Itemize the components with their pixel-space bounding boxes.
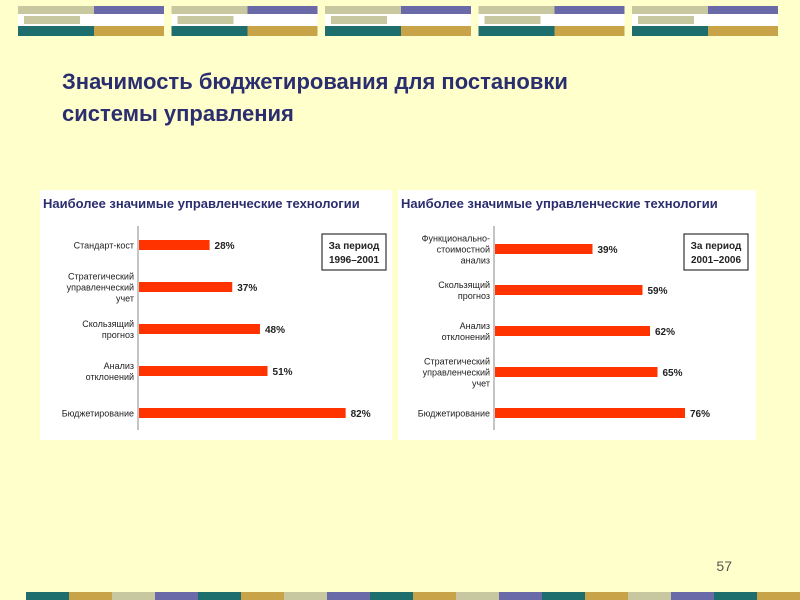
decoration-segment xyxy=(370,592,413,600)
decoration-segment xyxy=(198,592,241,600)
period-box: За период 1996–2001 xyxy=(321,233,387,271)
decoration-tile xyxy=(18,6,164,36)
decoration-tile xyxy=(171,6,318,36)
page-number: 57 xyxy=(716,558,732,574)
decoration-segment xyxy=(456,592,499,600)
decoration-segment xyxy=(155,592,198,600)
period-years: 1996–2001 xyxy=(329,255,379,266)
category-label: Скользящий прогноз xyxy=(438,280,490,301)
period-label: За период xyxy=(329,241,380,252)
bar-chart-1996-2001: За период 1996–2001 Стандарт-кост 28% Страте… xyxy=(62,226,387,430)
decoration-segment xyxy=(284,592,327,600)
category-label: Стратегический управленческий учет xyxy=(67,272,134,304)
bar xyxy=(495,244,593,254)
value-label: 62% xyxy=(655,327,675,338)
decoration-tile xyxy=(478,6,625,36)
category-label: Функционально-стоимостной анализ xyxy=(422,234,490,266)
bar xyxy=(495,408,685,418)
decoration-segment xyxy=(327,592,370,600)
bar xyxy=(139,282,233,292)
chart-panel-1996-2001: Наиболее значимые управленческие техноло… xyxy=(40,190,392,440)
title-line-2: системы управления xyxy=(62,101,294,126)
decoration-segment xyxy=(671,592,714,600)
bottom-decoration-strip xyxy=(26,592,800,600)
chart-heading: Наиболее значимые управленческие техноло… xyxy=(43,196,360,211)
decoration-segment xyxy=(112,592,155,600)
category-label: Бюджетирование xyxy=(62,409,134,419)
slide-title: Значимость бюджетирования для постановки… xyxy=(62,66,702,130)
period-years: 2001–2006 xyxy=(691,255,741,266)
value-label: 51% xyxy=(273,367,293,378)
bar xyxy=(495,326,650,336)
decoration-segment xyxy=(714,592,757,600)
bar xyxy=(139,240,210,250)
value-label: 37% xyxy=(237,283,257,294)
decoration-segment xyxy=(499,592,542,600)
decoration-segment xyxy=(628,592,671,600)
title-line-1: Значимость бюджетирования для постановки xyxy=(62,69,568,94)
decoration-segment xyxy=(585,592,628,600)
top-decoration-strip xyxy=(18,6,778,36)
category-label: Стратегический управленческий учет xyxy=(423,357,490,389)
period-label: За период xyxy=(691,241,742,252)
bar xyxy=(495,285,643,295)
value-label: 82% xyxy=(351,409,371,420)
bar-chart-2001-2006: За период 2001–2006 Функционально-стоимост… xyxy=(418,226,749,430)
bar xyxy=(139,366,268,376)
period-box: За период 2001–2006 xyxy=(683,233,749,271)
value-label: 59% xyxy=(648,286,668,297)
category-label: Стандарт-кост xyxy=(74,241,134,251)
category-label: Бюджетирование xyxy=(418,409,490,419)
decoration-tile xyxy=(632,6,778,36)
category-label: Скользящий прогноз xyxy=(82,319,134,340)
bar xyxy=(139,408,346,418)
value-label: 28% xyxy=(215,241,235,252)
value-label: 76% xyxy=(690,409,710,420)
decoration-segment xyxy=(542,592,585,600)
decoration-segment xyxy=(413,592,456,600)
bar xyxy=(495,367,658,377)
value-label: 65% xyxy=(663,368,683,379)
bar xyxy=(139,324,260,334)
value-label: 48% xyxy=(265,325,285,336)
value-label: 39% xyxy=(598,245,618,256)
chart-panel-2001-2006: Наиболее значимые управленческие техноло… xyxy=(398,190,756,440)
decoration-tile xyxy=(325,6,471,36)
category-label: Анализ отклонений xyxy=(86,361,134,382)
chart-heading: Наиболее значимые управленческие техноло… xyxy=(401,196,718,211)
decoration-segment xyxy=(757,592,800,600)
category-label: Анализ отклонений xyxy=(442,321,490,342)
decoration-segment xyxy=(241,592,284,600)
decoration-segment xyxy=(69,592,112,600)
decoration-segment xyxy=(26,592,69,600)
